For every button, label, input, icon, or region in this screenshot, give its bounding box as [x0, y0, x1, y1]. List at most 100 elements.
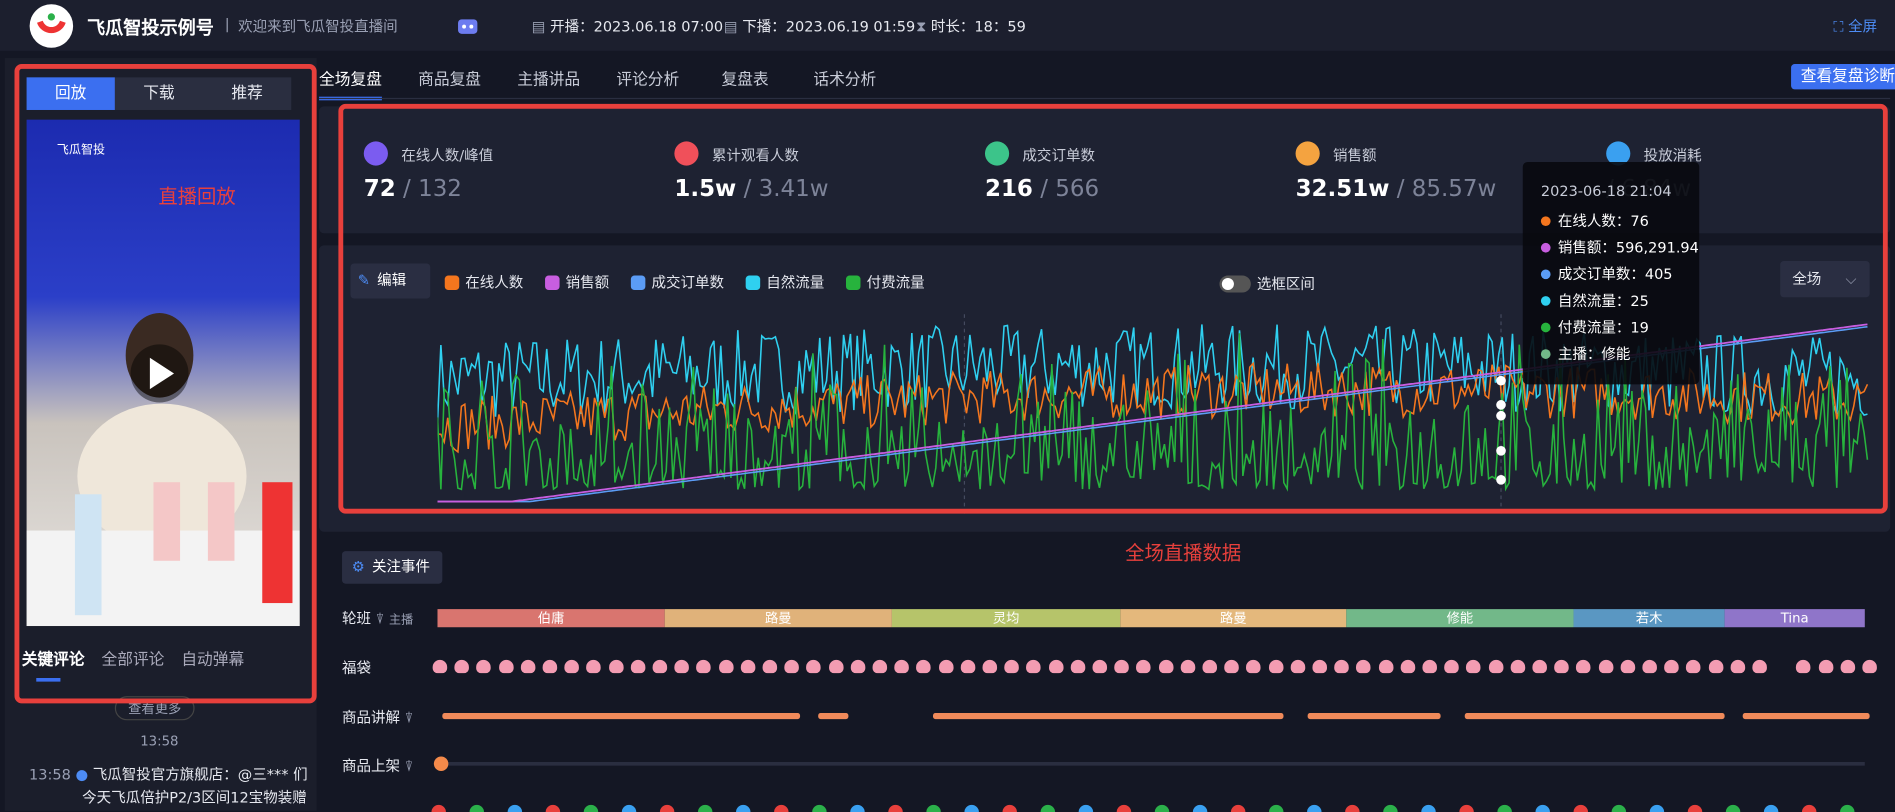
label: 关注事件 [372, 558, 430, 575]
host-segment: 伯庸 [437, 609, 664, 627]
bag-icon [433, 660, 448, 673]
bag-icon [1290, 660, 1305, 673]
bag-icon [1708, 660, 1723, 673]
bag-icon [1818, 660, 1833, 673]
host-segment: 修能 [1346, 609, 1573, 627]
tab-rule [319, 98, 1890, 99]
bag-icon [697, 660, 712, 673]
diagnosis-button[interactable]: 查看复盘诊断 [1791, 64, 1895, 89]
bag-icon [939, 660, 954, 673]
start-time: ▤ 开播：2023.06.18 07:00 [532, 16, 723, 37]
bag-icon [1137, 660, 1152, 673]
tab[interactable]: 主播讲品 [517, 66, 580, 89]
bag-icon [785, 660, 800, 673]
explain-segment [1308, 713, 1441, 719]
fullscreen[interactable]: ⛶ 全屏 [1833, 16, 1877, 37]
explain-segment [1465, 713, 1725, 719]
bag-icon [829, 660, 844, 673]
bag-icon [1554, 660, 1569, 673]
bag-icon [631, 660, 646, 673]
bag-icon [1620, 660, 1635, 673]
bag-row [433, 656, 1871, 675]
bag-icon [1005, 660, 1020, 673]
tab[interactable]: 全场复盘 [319, 66, 382, 100]
value: 2023.06.19 01:59 [786, 18, 915, 35]
listing-row [433, 755, 1871, 772]
bag-icon [1642, 660, 1657, 673]
bag-icon [1334, 660, 1349, 673]
comment-text-2: 今天飞瓜倍护P2/3区间12宝物装赠 [29, 789, 307, 806]
comment-row [429, 800, 1879, 812]
host-bar: 伯庸路曼灵均路曼修能若木Tina [437, 609, 1864, 627]
bag-icon [807, 660, 822, 673]
bag-icon [1246, 660, 1261, 673]
value: 18：59 [974, 18, 1025, 35]
bag-icon [1444, 660, 1459, 673]
bag-icon [675, 660, 690, 673]
bag-icon [499, 660, 514, 673]
bag-icon [1796, 660, 1811, 673]
explain-segment [818, 713, 848, 719]
bag-icon [1840, 660, 1855, 673]
bag-icon [1532, 660, 1547, 673]
highlight-box [338, 104, 1887, 514]
comment-time: 13:58 [29, 766, 71, 783]
bag-icon [565, 660, 580, 673]
bag-icon [961, 660, 976, 673]
tab[interactable]: 评论分析 [616, 66, 679, 89]
bag-icon [1071, 660, 1086, 673]
comment-text: @三*** 们 [238, 766, 308, 783]
tab[interactable]: 复盘表 [722, 66, 769, 89]
robot-icon[interactable] [456, 15, 480, 37]
label: 轮班 [342, 610, 371, 627]
row-label: 福袋 [342, 657, 371, 678]
welcome: 欢迎来到飞瓜智投直播间 [238, 16, 398, 37]
explain-row [437, 711, 1875, 723]
label: 时长： [931, 18, 975, 35]
bag-icon [917, 660, 932, 673]
tab[interactable]: 话术分析 [813, 66, 876, 89]
bag-icon [1488, 660, 1503, 673]
bag-icon [587, 660, 602, 673]
label: 全屏 [1848, 18, 1877, 35]
bag-icon [1159, 660, 1174, 673]
logo [29, 4, 74, 49]
bag-icon [741, 660, 756, 673]
label: 开播： [550, 18, 594, 35]
bag-icon [477, 660, 492, 673]
tab[interactable]: 商品复盘 [418, 66, 481, 89]
bag-icon [1224, 660, 1239, 673]
bag-icon [455, 660, 470, 673]
bag-icon [1093, 660, 1108, 673]
row-label: 商品上架 ⍒ [342, 755, 413, 776]
bag-icon [609, 660, 624, 673]
events-button[interactable]: ⚙关注事件 [342, 551, 442, 584]
comment-author: 飞瓜智投官方旗舰店： [93, 766, 238, 783]
label: 商品上架 [342, 758, 400, 775]
bag-icon [873, 660, 888, 673]
bag-icon [1466, 660, 1481, 673]
bag-icon [1730, 660, 1745, 673]
divider: | [225, 16, 230, 33]
end-time: ▤ 下播：2023.06.19 01:59 [724, 16, 915, 37]
bag-icon [1049, 660, 1064, 673]
highlight-box [15, 64, 317, 703]
bag-icon [1862, 660, 1877, 673]
bag-icon [983, 660, 998, 673]
bag-icon [719, 660, 734, 673]
bag-icon [1268, 660, 1283, 673]
bag-icon [543, 660, 558, 673]
bag-icon [521, 660, 536, 673]
row-label: 商品讲解 ⍒ [342, 707, 413, 728]
host-tag: 主播 [389, 614, 413, 627]
time-divider: 13:58 [140, 734, 178, 750]
bag-icon [1686, 660, 1701, 673]
bag-icon [1378, 660, 1393, 673]
explain-segment [933, 713, 1283, 719]
bag-icon [851, 660, 866, 673]
bag-icon [1356, 660, 1371, 673]
host-segment: Tina [1725, 609, 1865, 627]
bag-icon [763, 660, 778, 673]
bag-icon [1181, 660, 1196, 673]
